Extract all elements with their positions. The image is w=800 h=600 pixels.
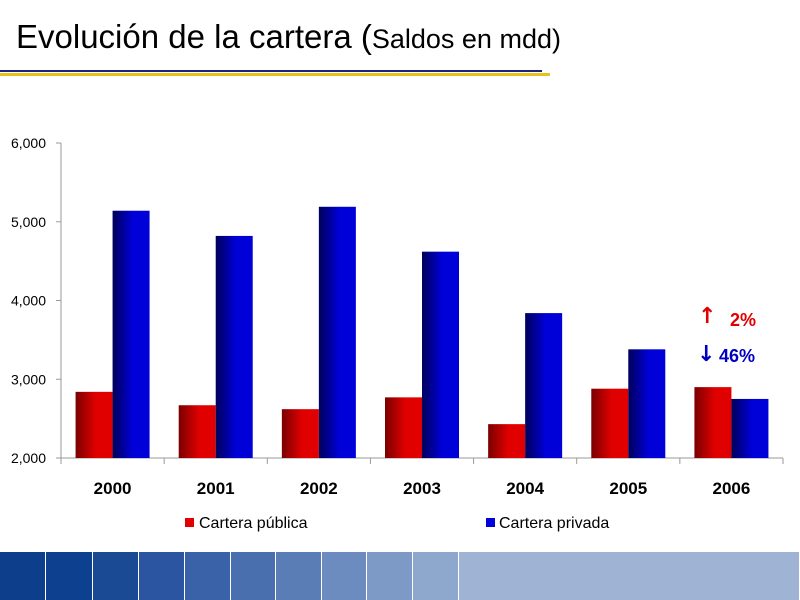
x-tick-label: 2001 [197,479,235,498]
bar-publica-2004 [488,424,526,458]
footer-segment [367,552,413,600]
x-tick-label: 2004 [506,479,544,498]
y-tick-label: 3,000 [11,371,46,387]
legend-swatch-privada [486,518,495,527]
bar-publica-2000 [75,391,113,458]
footer-segment [139,552,185,600]
bar-privada-2001 [215,235,253,458]
footer-segment [276,552,322,600]
x-tick-label: 2000 [94,479,132,498]
footer-segment [459,552,800,600]
legend-swatch-publica [185,518,194,527]
legend-label-privada: Cartera privada [499,515,609,532]
bar-privada-2005 [628,349,666,458]
bar-publica-2005 [591,388,629,458]
up-arrow-icon: ↑ [698,304,716,329]
slide-title-unit: Saldos en mdd) [371,24,561,54]
bar-privada-2000 [112,210,150,458]
bar-publica-2003 [385,397,422,458]
y-tick-label: 5,000 [11,214,46,230]
title-underline-gold [0,73,550,76]
bar-chart: 2,000 3,000 4,000 5,000 6,000 2000 2001 2002 200… [11,135,784,532]
bar-privada-2004 [525,313,563,458]
footer-segment [185,552,231,600]
bar-publica-2002 [281,409,319,458]
footer-segment [93,552,139,600]
x-tick-label: 2003 [403,479,441,498]
down-arrow-icon: ↓ [697,342,715,367]
labels: 2,000 3,000 4,000 5,000 6,000 2000 2001 2002 200… [11,135,750,498]
footer-segment [46,552,93,600]
slide-title-main: Evolución de la cartera ( [16,18,372,55]
change-annotations: ↑ 2% ↓ 46% [697,304,756,367]
x-tick-label: 2006 [713,479,751,498]
footer-decoration [0,552,800,600]
legend: Cartera pública Cartera privada [185,515,609,532]
y-tick-label: 6,000 [11,135,46,151]
bar-publica-2001 [178,405,216,458]
bars [75,206,769,458]
y-tick-label: 4,000 [11,293,46,309]
title-underline-blue [0,70,542,72]
public-change-label: 2% [730,310,756,330]
legend-label-publica: Cartera pública [199,515,308,532]
bar-privada-2002 [318,206,356,458]
footer-segment [0,552,46,600]
x-tick-label: 2005 [609,479,647,498]
bar-privada-2006 [731,398,769,458]
bar-privada-2003 [422,251,459,458]
footer-segment [413,552,459,600]
bar-publica-2006 [694,387,732,458]
private-change-label: 46% [719,346,755,366]
y-tick-label: 2,000 [11,450,46,466]
slide-title: Evolución de la cartera (Saldos en mdd) [16,18,561,56]
footer-segment [322,552,367,600]
x-tick-label: 2002 [300,479,338,498]
footer-segment [231,552,276,600]
